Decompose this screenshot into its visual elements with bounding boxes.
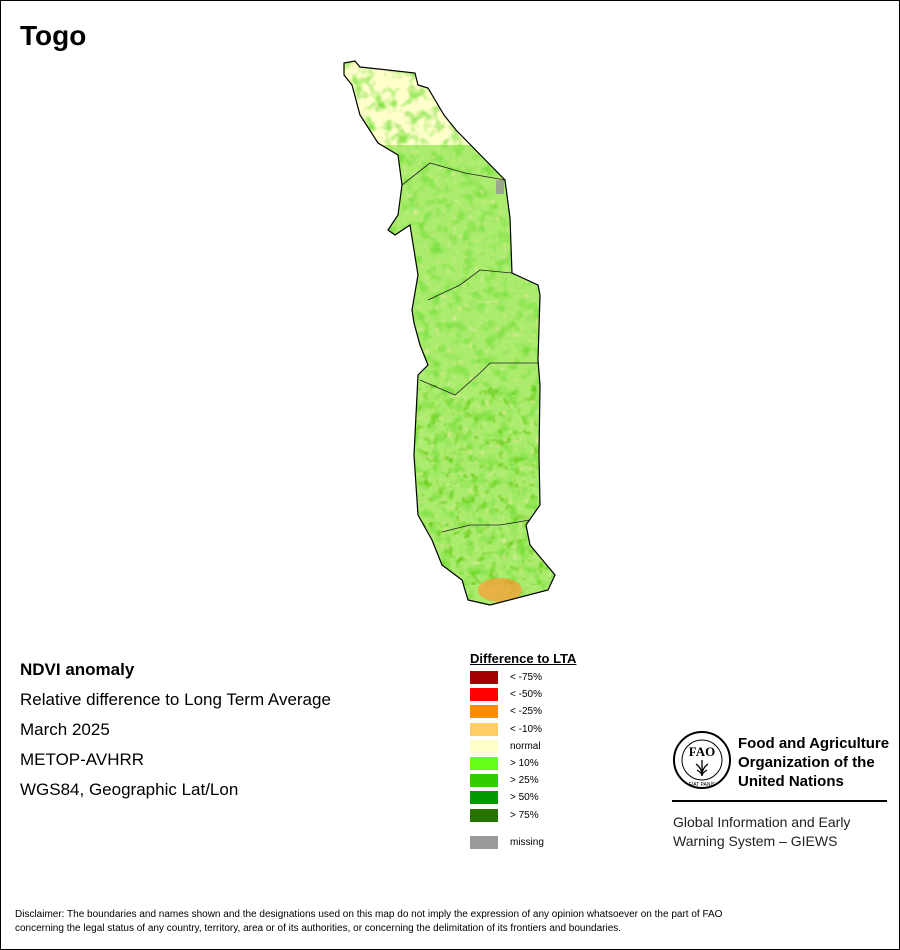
legend-swatch [470, 739, 498, 753]
org-name-line: United Nations [738, 773, 844, 790]
legend-title: Difference to LTA [470, 651, 577, 666]
disclaimer: Disclaimer: The boundaries and names sho… [15, 908, 885, 936]
product-name: NDVI anomaly [20, 660, 135, 679]
legend-label: missing [510, 836, 544, 848]
legend-swatch [470, 774, 498, 788]
legend: Difference to LTA < -75% < -50% < -25% < -1… [470, 651, 650, 851]
sensor: METOP-AVHRR [20, 750, 145, 769]
legend-label: > 10% [510, 758, 539, 770]
legend-item: < -25% [470, 703, 650, 720]
legend-swatch [470, 688, 498, 702]
map-metadata: NDVI anomaly Relative difference to Long… [20, 655, 331, 805]
fao-logo-letters: FAO [689, 744, 715, 759]
legend-label: > 25% [510, 775, 539, 787]
legend-item: > 25% [470, 772, 650, 789]
divider [672, 800, 887, 802]
legend-label: < -25% [510, 706, 542, 718]
disclaimer-line: Disclaimer: The boundaries and names sho… [15, 909, 723, 920]
negative-anomaly-patch [478, 578, 522, 602]
legend-item: > 50% [470, 789, 650, 806]
legend-label: < -50% [510, 689, 542, 701]
region-boundary [427, 269, 513, 301]
region-boundary [441, 519, 531, 533]
legend-swatch [470, 671, 498, 685]
giews-line: Global Information and Early [673, 814, 851, 830]
legend-swatch [470, 757, 498, 771]
legend-item: > 75% [470, 807, 650, 824]
org-name-line: Organization of the [738, 754, 875, 771]
legend-swatch [470, 722, 498, 736]
projection: WGS84, Geographic Lat/Lon [20, 780, 239, 799]
legend-item: < -50% [470, 686, 650, 703]
dry-speckle-texture [344, 61, 555, 605]
legend-label: < -10% [510, 723, 542, 735]
missing-data-patch [496, 180, 504, 194]
organization-name: Food and Agriculture Organization of the… [738, 734, 889, 791]
disclaimer-line: concerning the legal status of any count… [15, 923, 622, 934]
legend-label: > 50% [510, 792, 539, 804]
giews-line: Warning System – GIEWS [673, 833, 838, 849]
legend-items: < -75% < -50% < -25% < -10% normal > 10% > 25%… [470, 669, 650, 824]
legend-item-missing: missing [470, 834, 650, 851]
fao-logo: FAO FIAT PANIS [672, 730, 732, 790]
legend-item: < -75% [470, 669, 650, 686]
legend-item: normal [470, 738, 650, 755]
fao-motto: FIAT PANIS [689, 782, 716, 788]
legend-label: > 75% [510, 809, 539, 821]
region-boundary [401, 162, 506, 186]
region-boundary [419, 362, 539, 396]
legend-label: < -75% [510, 672, 542, 684]
togo-map-svg [343, 60, 556, 606]
ndvi-map [330, 55, 570, 615]
legend-swatch [470, 808, 498, 822]
legend-item: > 10% [470, 755, 650, 772]
legend-swatch [470, 835, 498, 849]
giews-name: Global Information and Early Warning Sys… [673, 813, 850, 851]
org-name-line: Food and Agriculture [738, 735, 890, 752]
map-title: Togo [20, 20, 87, 51]
period: March 2025 [20, 720, 110, 739]
legend-swatch [470, 791, 498, 805]
legend-item: < -10% [470, 721, 650, 738]
fao-emblem-icon: FAO FIAT PANIS [673, 731, 731, 789]
legend-swatch [470, 705, 498, 719]
legend-label: normal [510, 740, 541, 752]
product-description: Relative difference to Long Term Average [20, 690, 331, 709]
